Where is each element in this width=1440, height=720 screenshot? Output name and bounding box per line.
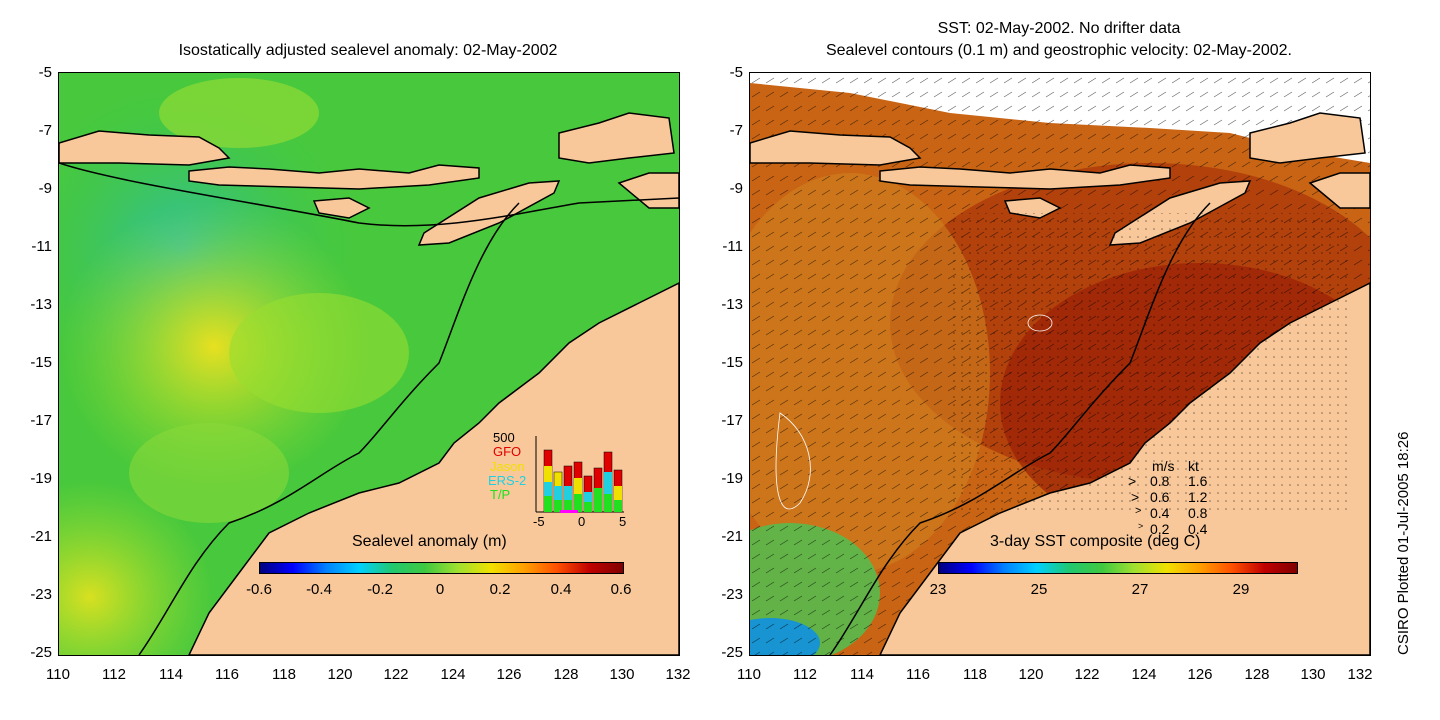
y-tick: -7 bbox=[729, 122, 743, 139]
x-tick: 130 bbox=[609, 666, 635, 683]
inset-legend-ers2: ERS-2 bbox=[488, 473, 527, 488]
legend-kt: 1.6 bbox=[1188, 473, 1208, 489]
x-tick: 112 bbox=[793, 666, 817, 683]
colorbar-label: 0.2 bbox=[489, 581, 511, 598]
sst-colorbar bbox=[938, 562, 1298, 574]
inset-bar-chart bbox=[535, 436, 624, 513]
x-tick: 124 bbox=[440, 666, 466, 683]
x-tick: 116 bbox=[906, 666, 930, 683]
inset-max-label: 500 bbox=[493, 430, 515, 445]
y-tick: -19 bbox=[721, 470, 743, 487]
arrow-icon: > bbox=[1131, 489, 1140, 505]
x-tick: 128 bbox=[1244, 666, 1270, 683]
x-tick: 124 bbox=[1131, 666, 1157, 683]
colorbar-label: -0.2 bbox=[367, 581, 393, 598]
plot-credit: CSIRO Plotted 01-Jul-2005 18:26 bbox=[1395, 431, 1412, 655]
y-tick: -15 bbox=[721, 354, 743, 371]
colorbar-label: 0 bbox=[435, 581, 445, 598]
arrow-icon: > bbox=[1135, 505, 1142, 517]
y-tick: -9 bbox=[729, 180, 743, 197]
y-tick: -5 bbox=[38, 64, 52, 81]
x-tick: 116 bbox=[215, 666, 239, 683]
legend-kt: 0.4 bbox=[1188, 521, 1208, 537]
x-tick: 128 bbox=[553, 666, 579, 683]
legend-ms: 0.4 bbox=[1150, 505, 1170, 521]
y-tick: -23 bbox=[30, 586, 52, 603]
arrow-icon: > bbox=[1128, 473, 1137, 489]
y-tick: -21 bbox=[721, 528, 743, 545]
colorbar-label: 0.6 bbox=[610, 581, 632, 598]
x-tick: 110 bbox=[737, 666, 761, 683]
x-tick: 126 bbox=[496, 666, 522, 683]
x-tick: 132 bbox=[1347, 666, 1373, 683]
x-tick: 118 bbox=[272, 666, 296, 683]
right-colorbar-title: 3-day SST composite (deg C) bbox=[990, 533, 1201, 550]
y-tick: -5 bbox=[729, 64, 743, 81]
x-tick: 110 bbox=[46, 666, 70, 683]
legend-kt: 1.2 bbox=[1188, 489, 1208, 505]
inset-legend-jason: Jason bbox=[490, 459, 525, 474]
colorbar-label: 27 bbox=[1131, 581, 1149, 598]
inset-legend-tp: T/P bbox=[490, 487, 511, 502]
sst-map-graphic bbox=[750, 73, 1370, 655]
y-tick: -13 bbox=[30, 296, 52, 313]
x-tick: 122 bbox=[383, 666, 409, 683]
inset-legend-gfo: GFO bbox=[493, 444, 522, 459]
inset-x-label: 0 bbox=[578, 514, 586, 529]
x-tick: 120 bbox=[327, 666, 353, 683]
colorbar-label: -0.6 bbox=[246, 581, 272, 598]
legend-header-kt: kt bbox=[1188, 458, 1199, 474]
colorbar-label: 23 bbox=[929, 581, 947, 598]
y-tick: -25 bbox=[721, 644, 743, 661]
inset-x-label: -5 bbox=[533, 514, 545, 529]
inset-bars bbox=[543, 449, 623, 513]
x-tick: 118 bbox=[963, 666, 987, 683]
sst-map bbox=[749, 72, 1371, 656]
y-tick: -25 bbox=[30, 644, 52, 661]
colorbar-label: 25 bbox=[1030, 581, 1048, 598]
y-tick: -11 bbox=[31, 238, 52, 255]
y-tick: -19 bbox=[30, 470, 52, 487]
inset-x-label: 5 bbox=[619, 514, 627, 529]
x-tick: 114 bbox=[159, 666, 183, 683]
left-colorbar-title: Sealevel anomaly (m) bbox=[352, 533, 507, 550]
legend-ms: 0.2 bbox=[1150, 521, 1170, 537]
right-panel-title-line1: SST: 02-May-2002. No drifter data bbox=[937, 20, 1181, 37]
colorbar-label: 0.4 bbox=[550, 581, 572, 598]
x-tick: 130 bbox=[1300, 666, 1326, 683]
legend-ms: 0.6 bbox=[1150, 489, 1170, 505]
x-tick: 114 bbox=[850, 666, 874, 683]
sealevel-colorbar bbox=[259, 562, 624, 574]
legend-header-ms: m/s bbox=[1152, 458, 1175, 474]
y-tick: -17 bbox=[30, 412, 52, 429]
legend-ms: 0.8 bbox=[1150, 473, 1170, 489]
y-tick: -21 bbox=[30, 528, 52, 545]
y-tick: -11 bbox=[722, 238, 743, 255]
arrow-icon: > bbox=[1138, 521, 1144, 531]
colorbar-label: 29 bbox=[1232, 581, 1250, 598]
y-tick: -13 bbox=[721, 296, 743, 313]
x-tick: 120 bbox=[1018, 666, 1044, 683]
y-tick: -15 bbox=[30, 354, 52, 371]
x-tick: 126 bbox=[1187, 666, 1213, 683]
x-tick: 132 bbox=[665, 666, 691, 683]
colorbar-label: -0.4 bbox=[306, 581, 332, 598]
legend-kt: 0.8 bbox=[1188, 505, 1208, 521]
left-panel-title: Isostatically adjusted sealevel anomaly:… bbox=[178, 42, 558, 59]
y-tick: -23 bbox=[721, 586, 743, 603]
y-tick: -9 bbox=[38, 180, 52, 197]
y-tick: -17 bbox=[721, 412, 743, 429]
x-tick: 122 bbox=[1074, 666, 1100, 683]
y-tick: -7 bbox=[38, 122, 52, 139]
x-tick: 112 bbox=[102, 666, 126, 683]
right-panel-title-line2: Sealevel contours (0.1 m) and geostrophi… bbox=[825, 42, 1292, 59]
